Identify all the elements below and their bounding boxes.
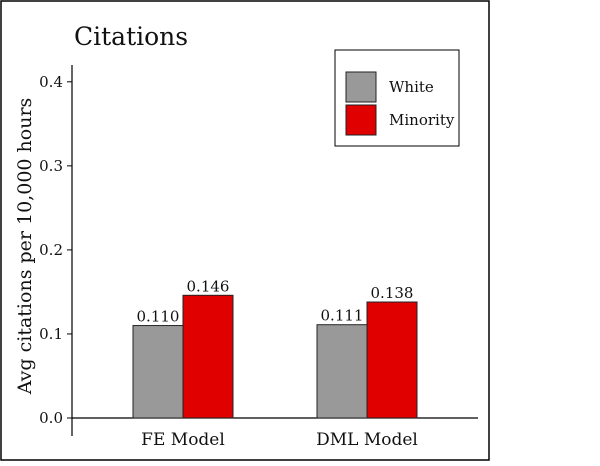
data-labels: 0.110 0.146 0.111 0.138 xyxy=(137,277,414,325)
legend-swatch-white xyxy=(345,71,377,103)
bar-value-label: 0.111 xyxy=(321,307,364,325)
legend-items: White Minority xyxy=(345,71,455,136)
bar-minority-2 xyxy=(366,301,418,419)
legend-swatch-minority xyxy=(345,104,377,136)
legend-label-white: White xyxy=(389,78,434,96)
y-tick-label: 0.3 xyxy=(39,157,63,175)
bar-value-label: 0.110 xyxy=(137,308,180,326)
legend-label-minority: Minority xyxy=(389,111,455,129)
axes: 0.0 0.1 0.2 0.3 0.4 FE Model DML Model xyxy=(39,65,478,450)
y-tick-label: 0.1 xyxy=(39,325,63,343)
bar-white-2 xyxy=(316,324,368,419)
x-category-label: DML Model xyxy=(316,430,418,450)
y-tick-label: 0.0 xyxy=(39,409,63,427)
y-tick-label: 0.2 xyxy=(39,241,63,259)
bar-value-label: 0.138 xyxy=(371,284,414,302)
bar-minority-1 xyxy=(182,294,234,419)
x-category-label: FE Model xyxy=(141,430,225,450)
bars xyxy=(132,294,418,419)
y-axis-label: Avg citations per 10,000 hours xyxy=(14,98,36,396)
figure-border xyxy=(0,0,490,461)
legend: White Minority xyxy=(334,49,460,147)
y-tick-label: 0.4 xyxy=(39,73,63,91)
bar-value-label: 0.146 xyxy=(187,277,230,295)
bar-white-1 xyxy=(132,325,184,419)
chart-title: Citations xyxy=(74,22,188,51)
